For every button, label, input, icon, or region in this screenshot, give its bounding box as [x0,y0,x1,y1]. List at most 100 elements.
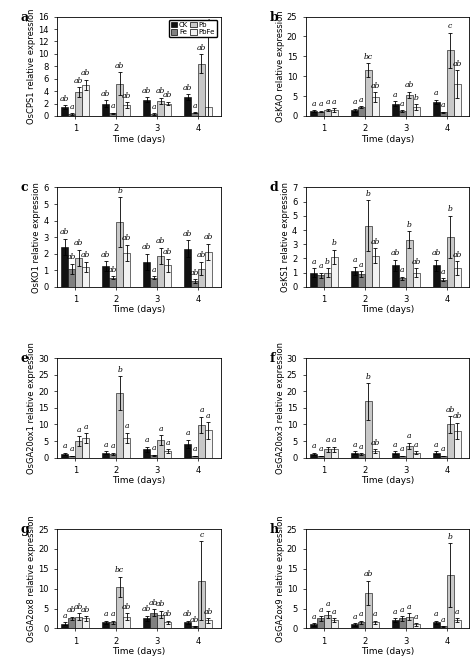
Bar [331,450,338,458]
Text: ab: ab [163,248,172,256]
Text: a: a [332,98,337,106]
Bar [123,253,130,287]
Bar [365,225,372,287]
Text: ab: ab [183,84,192,92]
Text: a: a [400,267,405,275]
Text: a: a [352,257,357,265]
Bar [109,278,116,287]
Bar [82,618,89,628]
Text: ab: ab [108,265,118,273]
Text: a: a [151,444,156,452]
Bar [454,84,461,116]
Bar [413,453,420,458]
X-axis label: Time (days): Time (days) [112,476,165,485]
Text: a: a [455,608,459,616]
Text: ab: ab [371,82,380,90]
Bar [351,453,358,458]
Text: b: b [270,11,278,24]
Text: ab: ab [446,406,455,414]
X-axis label: Time (days): Time (days) [112,647,165,656]
Y-axis label: OsKS1 relative expression: OsKS1 relative expression [281,182,290,292]
Text: a: a [185,429,190,438]
Text: b: b [117,187,122,195]
Text: a: a [158,425,163,433]
Text: a: a [441,268,446,276]
Y-axis label: OsGA2ox8 relative expression: OsGA2ox8 relative expression [27,515,36,642]
Bar [68,114,75,116]
Text: ab: ab [371,439,380,447]
Bar [164,622,171,628]
Bar [399,111,406,116]
Text: a: a [311,442,316,450]
Bar [143,262,150,287]
Bar [406,616,413,628]
Text: a: a [151,265,156,273]
Text: ab: ab [60,95,70,103]
Bar [102,104,109,116]
Text: a: a [359,261,364,269]
Text: a: a [325,600,330,608]
Text: c: c [448,22,452,30]
Bar [399,456,406,458]
Text: ab: ab [190,616,199,624]
Text: ab: ab [101,251,110,259]
Text: a: a [124,422,129,430]
Bar [61,624,68,628]
Legend: CK, Fe, Pb, PbFe: CK, Fe, Pb, PbFe [169,20,217,37]
Bar [164,104,171,116]
Text: ab: ab [156,237,165,245]
Text: a: a [192,102,197,110]
Bar [68,456,75,458]
Bar [184,97,191,116]
Bar [102,622,109,628]
Bar [198,581,205,628]
Bar [102,266,109,287]
Bar [75,616,82,628]
Bar [198,269,205,287]
Bar [433,453,440,458]
Text: a: a [414,441,419,449]
Bar [317,618,324,628]
Text: a: a [199,406,204,414]
Text: a: a [145,436,149,444]
Bar [143,450,150,458]
Bar [358,107,365,116]
X-axis label: Time (days): Time (days) [361,476,414,485]
Text: ab: ab [391,249,400,257]
Bar [116,84,123,116]
Text: ab: ab [122,92,131,100]
Text: ab: ab [67,606,76,614]
Y-axis label: OsGA20ox1 relative expression: OsGA20ox1 relative expression [27,342,36,474]
Bar [324,110,331,116]
Text: a: a [359,610,364,618]
Bar [365,593,372,628]
Bar [123,105,130,116]
Bar [358,274,365,287]
Text: ab: ab [74,77,83,85]
Bar [392,104,399,116]
Bar [205,106,212,116]
Text: a: a [110,610,115,618]
Text: ab: ab [74,603,83,611]
Bar [317,112,324,116]
Bar [157,101,164,116]
Text: ab: ab [163,610,172,618]
Bar [433,102,440,116]
Text: a: a [319,100,323,108]
Bar [331,257,338,287]
Bar [413,273,420,287]
Bar [102,453,109,458]
Y-axis label: OsGA2ox9 relative expression: OsGA2ox9 relative expression [276,515,285,642]
Bar [184,444,191,458]
Text: b: b [414,94,419,102]
Text: ab: ab [149,599,158,607]
Bar [61,454,68,458]
Text: a: a [352,441,357,449]
Text: a: a [359,96,364,104]
Text: ab: ab [81,606,91,614]
Text: c: c [21,182,28,194]
Bar [198,64,205,116]
Bar [68,269,75,287]
Text: ab: ab [156,600,165,608]
Bar [164,265,171,287]
